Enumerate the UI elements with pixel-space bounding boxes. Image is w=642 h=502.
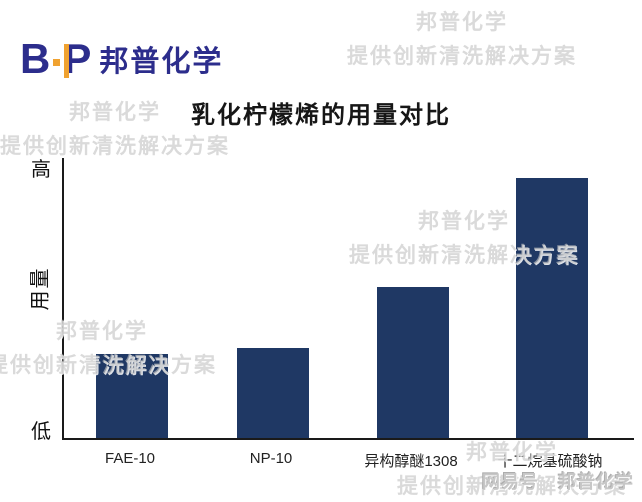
y-axis-low-label: 低: [31, 421, 51, 443]
x-label-异构醇醚1308: 异构醇醚1308: [364, 453, 458, 470]
logo-orange-dot-icon: [53, 58, 61, 66]
bar-十二烷基硫酸钠: [516, 178, 588, 438]
x-label-NP-10: NP-10: [249, 450, 293, 467]
bar-FAE-10: [96, 354, 168, 438]
plot-area: [62, 158, 634, 440]
y-axis-title: 用量: [29, 266, 52, 311]
logo-bp-mark: B P: [20, 38, 91, 80]
y-axis-high-label: 高: [31, 159, 51, 181]
company-logo: B P 邦普化学: [20, 36, 223, 82]
logo-orange-stem-icon: [64, 44, 70, 78]
bar-异构醇醚1308: [377, 287, 449, 438]
watermark-tile: 邦普化学 提供创新清洗解决方案: [347, 11, 577, 68]
x-label-十二烷基硫酸钠: 十二烷基硫酸钠: [497, 453, 603, 470]
x-label-FAE-10: FAE-10: [104, 450, 156, 467]
bar-NP-10: [237, 348, 309, 438]
logo-letter-p: P: [63, 35, 92, 82]
logo-company-name: 邦普化学: [99, 46, 224, 78]
x-axis-labels: FAE-10 NP-10 异构醇醚1308 十二烷基硫酸钠: [62, 450, 632, 474]
logo-letter-b: B: [20, 35, 51, 82]
chart-title: 乳化柠檬烯的用量对比: [191, 103, 451, 129]
